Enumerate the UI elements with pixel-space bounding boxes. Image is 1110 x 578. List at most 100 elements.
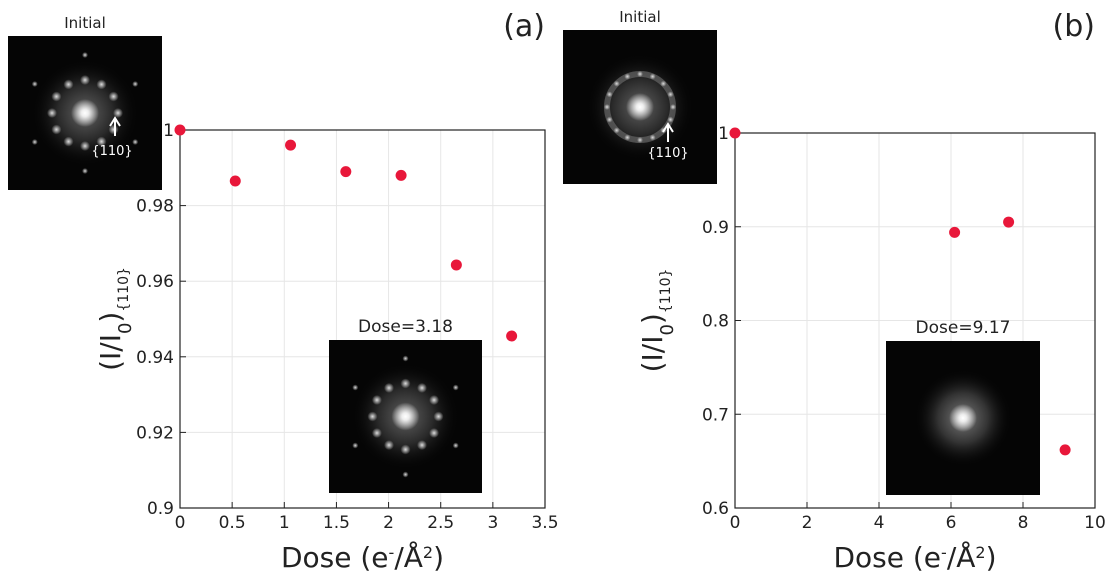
data-point	[450, 259, 462, 271]
y-tick-label: 0.6	[702, 499, 729, 519]
y-tick-label: 0.8	[702, 312, 729, 332]
x-tick-label: 6	[946, 513, 957, 533]
diffraction-spot	[80, 75, 90, 85]
x-tick-label: 2	[383, 513, 394, 533]
y-tick-label: 0.9	[702, 218, 729, 238]
y-axis-label: (I/I0){110}	[636, 269, 678, 373]
diffraction-spot	[433, 411, 444, 422]
inset-title: Initial	[64, 14, 106, 32]
y-axis-label-part: (I/I	[636, 336, 669, 373]
data-point	[229, 175, 241, 187]
x-tick-label: 10	[1084, 513, 1106, 533]
x-axis-label-part: 2	[975, 543, 985, 562]
diffraction-spot	[352, 442, 359, 449]
y-tick-label: 0.94	[136, 348, 174, 368]
diffraction-spot	[660, 80, 667, 87]
data-point	[949, 226, 961, 238]
diffraction-spot	[82, 168, 88, 174]
y-tick-label: 0.98	[136, 197, 174, 217]
x-tick-label: 0	[175, 513, 186, 533]
diffraction-spot	[132, 81, 139, 87]
diffraction-spot	[606, 116, 613, 123]
diffraction-spot	[667, 91, 674, 98]
x-axis-label: Dose (e-/Å2)	[833, 540, 996, 574]
diffraction-spot	[96, 79, 107, 90]
diffraction-spot	[113, 108, 123, 118]
y-axis-label-part: 0	[657, 324, 678, 335]
y-axis-label-part: {110}	[658, 269, 674, 314]
diffraction-spot	[132, 139, 139, 145]
x-axis-label-part: /Å	[394, 540, 423, 574]
panel-label: (b)	[1053, 9, 1095, 44]
diffraction-spot	[384, 440, 394, 451]
diffraction-spot	[606, 91, 613, 98]
panel-label: (a)	[503, 9, 545, 44]
diffraction-spot	[31, 81, 38, 87]
data-point	[174, 124, 186, 136]
x-tick-label: 2.5	[427, 513, 454, 533]
diffraction-spot	[637, 137, 643, 143]
diffraction-spot	[371, 395, 382, 405]
diffraction-spot	[637, 71, 643, 77]
y-axis-label-part: 0	[115, 323, 136, 334]
y-axis-label-part: )	[94, 312, 127, 323]
diffraction-spot	[51, 91, 62, 102]
y-axis-label-part: (I/I	[94, 334, 127, 371]
diffraction-spot	[31, 139, 38, 145]
chart-panel: 0.9 0.92 0.94 0.96 0.98 1 0 0.5 1 1.5 2 2.5 3 3.5 (a) D…	[8, 9, 559, 574]
inset-title: Initial	[619, 8, 661, 26]
inset-annotation: {110}	[647, 146, 688, 161]
y-tick-label: 1	[163, 121, 174, 141]
x-tick-label: 8	[1018, 513, 1029, 533]
x-tick-label: 0	[730, 513, 741, 533]
diffraction-spot	[108, 124, 119, 135]
plot-frame	[734, 132, 1096, 509]
diffraction-spot	[649, 134, 656, 141]
y-tick-label: 1	[718, 124, 729, 144]
arrow-head	[662, 122, 674, 133]
x-axis-label: Dose (e-/Å2)	[281, 540, 444, 574]
plot-frame	[179, 129, 546, 509]
diffraction-spot	[384, 382, 394, 393]
data-point	[1059, 444, 1071, 456]
data-point	[340, 166, 352, 178]
diffraction-spot	[649, 73, 656, 80]
diffraction-spot	[402, 355, 409, 362]
diffraction-spot	[452, 442, 459, 449]
central-beam	[949, 404, 977, 432]
diffraction-spot	[624, 134, 631, 141]
diffraction-spot	[667, 116, 674, 123]
inset-title: Dose=9.17	[916, 318, 1011, 338]
diffraction-spot	[352, 384, 359, 391]
x-tick-label: 1	[279, 513, 290, 533]
y-axis-label-part: )	[636, 313, 669, 324]
diffraction-spot	[452, 384, 459, 391]
diffraction-spot	[604, 104, 610, 110]
central-beam	[626, 93, 654, 121]
x-tick-label: 4	[874, 513, 885, 533]
diffraction-spot	[371, 428, 382, 438]
y-tick-label: 0.7	[702, 405, 729, 425]
diffraction-spot	[613, 80, 620, 87]
x-tick-label: 1.5	[323, 513, 350, 533]
chart-panel: 0.60.70.80.910 2 4 6 8 10(b)Dose (e-/Å2)(I/I0…	[563, 8, 1106, 574]
x-tick-label: 2	[802, 513, 813, 533]
diffraction-spot	[367, 411, 378, 422]
x-tick-label: 3	[487, 513, 498, 533]
diffraction-spot	[400, 378, 411, 389]
x-axis-label-part: )	[433, 541, 444, 574]
x-axis-label-part: 2	[423, 543, 433, 562]
x-axis-label-part: )	[986, 541, 997, 574]
arrow-head	[109, 116, 121, 127]
x-tick-label: 0.5	[219, 513, 246, 533]
diffraction-spot	[429, 428, 440, 438]
data-point	[1003, 216, 1015, 228]
x-axis-label-part: -	[941, 543, 947, 562]
diffraction-spot	[429, 395, 440, 405]
central-beam	[391, 402, 420, 431]
diffraction-spot	[402, 471, 409, 478]
diffraction-spot	[108, 91, 119, 102]
diffraction-spot	[400, 444, 411, 455]
diffraction-spot	[47, 108, 57, 118]
